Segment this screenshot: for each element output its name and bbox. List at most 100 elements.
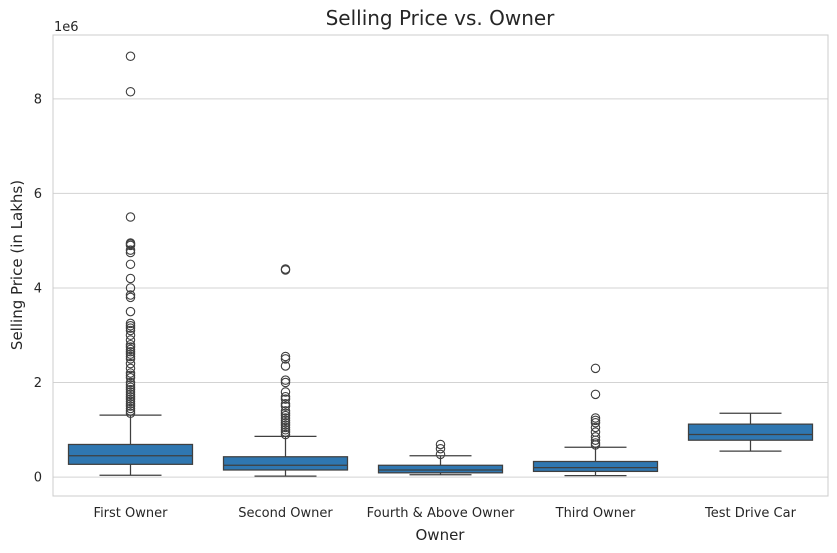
outlier-point bbox=[125, 212, 136, 222]
outlier-point bbox=[280, 394, 291, 404]
outlier-point bbox=[280, 351, 291, 362]
outlier-point bbox=[125, 363, 136, 374]
outlier-point bbox=[125, 401, 136, 411]
outlier-point bbox=[590, 417, 601, 428]
x-tick-label: Third Owner bbox=[555, 506, 636, 521]
outlier-point bbox=[125, 318, 136, 329]
x-tick-label: Fourth & Above Owner bbox=[367, 506, 515, 521]
outlier-point bbox=[590, 415, 601, 426]
outlier-point bbox=[125, 370, 136, 381]
outlier-point bbox=[125, 380, 136, 390]
outlier-point bbox=[125, 403, 136, 414]
iqr-box bbox=[67, 443, 194, 465]
outlier-point bbox=[280, 391, 291, 402]
outlier-point bbox=[125, 306, 136, 317]
outlier-point bbox=[125, 373, 136, 383]
outlier-point bbox=[280, 401, 291, 411]
outlier-point bbox=[125, 86, 136, 97]
outlier-point bbox=[125, 325, 136, 336]
outlier-point bbox=[435, 439, 446, 450]
outlier-point bbox=[125, 247, 136, 258]
outlier-point bbox=[125, 335, 136, 345]
outlier-point bbox=[125, 396, 136, 407]
outlier-point bbox=[280, 417, 291, 428]
outlier-point bbox=[280, 377, 291, 388]
outlier-point bbox=[280, 415, 291, 426]
outlier-point bbox=[125, 290, 136, 300]
outlier-point bbox=[280, 406, 291, 416]
x-axis-tick-labels: First Owner Second Owner Fourth & Above Ow… bbox=[94, 506, 797, 521]
outlier-point bbox=[125, 330, 136, 340]
outlier-point bbox=[125, 323, 136, 333]
box-1 bbox=[222, 264, 349, 477]
outlier-point bbox=[125, 391, 136, 402]
outlier-point bbox=[280, 399, 291, 409]
y-tick-label: 6 bbox=[34, 187, 42, 202]
plot-area-frame bbox=[52, 34, 829, 497]
x-tick-label: Second Owner bbox=[238, 506, 333, 521]
iqr-box bbox=[377, 464, 504, 474]
outlier-point bbox=[280, 425, 291, 435]
outlier-point bbox=[125, 351, 136, 362]
outlier-point bbox=[125, 389, 136, 400]
outlier-point bbox=[125, 394, 136, 404]
box-series bbox=[67, 51, 814, 477]
outlier-point bbox=[280, 361, 291, 371]
grid-lines bbox=[53, 98, 828, 478]
y-tick-label: 0 bbox=[34, 471, 42, 486]
outlier-point bbox=[125, 344, 136, 355]
outlier-point bbox=[125, 273, 136, 284]
outlier-point bbox=[280, 408, 291, 419]
outlier-point bbox=[280, 265, 291, 275]
outlier-point bbox=[125, 406, 136, 416]
outlier-point bbox=[590, 363, 601, 374]
x-tick-label: Test Drive Car bbox=[704, 506, 797, 521]
outlier-point bbox=[590, 389, 601, 400]
iqr-box bbox=[222, 456, 349, 471]
outlier-point bbox=[125, 368, 136, 378]
outlier-point bbox=[125, 321, 136, 331]
outlier-point bbox=[125, 259, 136, 270]
iqr-box bbox=[687, 423, 814, 441]
outlier-point bbox=[280, 427, 291, 437]
box-3 bbox=[532, 363, 659, 477]
outlier-point bbox=[125, 387, 136, 397]
x-axis-title: Owner bbox=[416, 526, 466, 544]
y-axis-title: Selling Price (in Lakhs) bbox=[8, 180, 26, 350]
box-4 bbox=[687, 412, 814, 452]
outlier-point bbox=[590, 422, 601, 433]
outlier-point bbox=[125, 382, 136, 393]
outlier-point bbox=[435, 449, 446, 460]
outlier-point bbox=[125, 377, 136, 388]
outlier-point bbox=[125, 408, 136, 419]
outlier-point bbox=[280, 410, 291, 421]
y-tick-label: 8 bbox=[34, 92, 42, 107]
outlier-point bbox=[280, 413, 291, 423]
outlier-point bbox=[125, 354, 136, 364]
outlier-point bbox=[125, 399, 136, 409]
outlier-point bbox=[435, 443, 446, 454]
outlier-point bbox=[590, 440, 601, 450]
outlier-point bbox=[125, 51, 136, 62]
outlier-point bbox=[125, 342, 136, 352]
box-0 bbox=[67, 51, 194, 476]
outlier-point bbox=[125, 283, 136, 293]
iqr-box bbox=[532, 460, 659, 473]
y-tick-label: 2 bbox=[34, 376, 42, 391]
outlier-point bbox=[125, 339, 136, 350]
outlier-point bbox=[590, 413, 601, 423]
y-axis-scale-label: 1e6 bbox=[54, 20, 79, 35]
outlier-point bbox=[125, 358, 136, 369]
outlier-point bbox=[125, 384, 136, 395]
outlier-point bbox=[125, 240, 136, 251]
outlier-point bbox=[590, 435, 601, 445]
outlier-point bbox=[280, 420, 291, 430]
outlier-point bbox=[280, 429, 291, 440]
x-tick-label: First Owner bbox=[94, 506, 169, 521]
y-axis-tick-labels: 0 2 4 6 8 bbox=[34, 92, 42, 485]
outlier-point bbox=[125, 292, 136, 303]
outlier-point bbox=[280, 375, 291, 385]
chart-title: Selling Price vs. Owner bbox=[326, 6, 556, 30]
outlier-point bbox=[125, 349, 136, 359]
